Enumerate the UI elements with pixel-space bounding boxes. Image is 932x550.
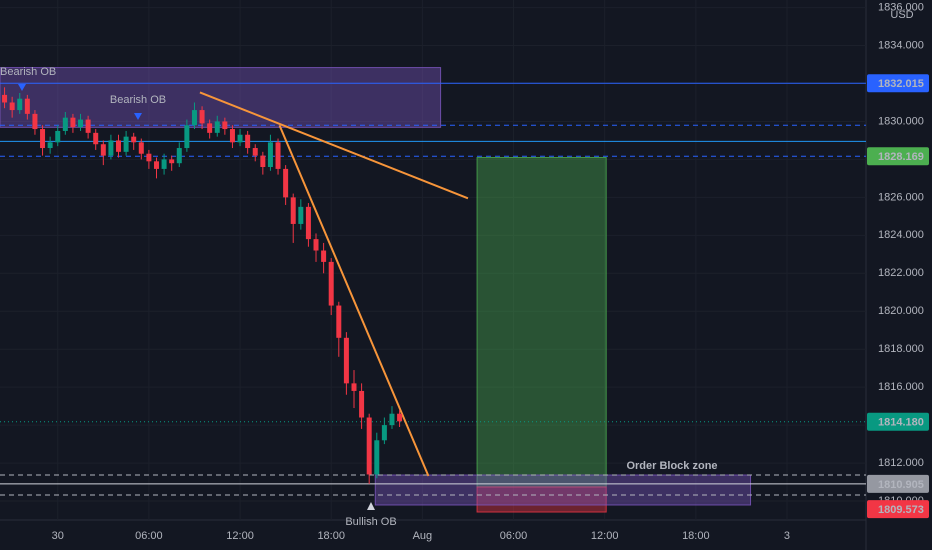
price-label: 1810.905 xyxy=(878,479,924,491)
x-tick-label: 30 xyxy=(52,530,64,542)
x-tick-label: 3 xyxy=(784,530,790,542)
candle-body xyxy=(108,140,114,156)
candle-body xyxy=(328,261,334,306)
candle-body xyxy=(374,440,380,475)
candle-body xyxy=(397,413,403,422)
candle-body xyxy=(9,102,15,111)
candle-body xyxy=(343,337,349,384)
candle-body xyxy=(245,134,251,149)
marker xyxy=(367,502,375,510)
candle-body xyxy=(313,239,319,251)
candle-body xyxy=(283,168,289,198)
y-tick-label: 1834.000 xyxy=(878,39,924,51)
y-tick-label: 1812.000 xyxy=(878,457,924,469)
candle-body xyxy=(199,110,205,124)
y-tick-label: 1822.000 xyxy=(878,267,924,279)
zone xyxy=(0,67,442,128)
candle-body xyxy=(275,142,281,169)
x-tick-label: 18:00 xyxy=(682,530,710,542)
y-tick-label: 1816.000 xyxy=(878,381,924,393)
candle-body xyxy=(321,250,327,262)
candle-body xyxy=(214,121,220,133)
price-label: 1814.180 xyxy=(878,417,924,429)
x-tick-label: 18:00 xyxy=(317,530,345,542)
price-label-box xyxy=(867,412,929,431)
x-tick-label: 12:00 xyxy=(591,530,619,542)
x-tick-label: Aug xyxy=(413,530,433,542)
candle-body xyxy=(305,206,311,240)
currency: USD xyxy=(890,9,913,21)
zone xyxy=(476,486,607,513)
candle-body xyxy=(85,119,91,133)
x-tick-label: 12:00 xyxy=(226,530,254,542)
candle-body xyxy=(252,148,258,156)
candle-body xyxy=(267,142,273,168)
candle-body xyxy=(32,113,38,130)
candle-body xyxy=(351,383,357,391)
annotation: Bullish OB xyxy=(345,516,396,528)
candle-body xyxy=(298,206,304,224)
candle-body xyxy=(153,161,159,169)
y-tick-label: 1818.000 xyxy=(878,343,924,355)
price-label-box xyxy=(867,74,929,93)
candle-body xyxy=(336,305,342,338)
candle-body xyxy=(146,153,152,162)
zone xyxy=(374,474,752,506)
x-tick-label: 06:00 xyxy=(135,530,163,542)
candle-body xyxy=(290,197,296,224)
y-tick-label: 1820.000 xyxy=(878,305,924,317)
y-tick-label: 1824.000 xyxy=(878,229,924,241)
candle-body xyxy=(78,119,84,128)
candle-body xyxy=(100,144,106,156)
candle-body xyxy=(55,130,61,143)
price-label-box xyxy=(867,500,929,519)
candle-body xyxy=(381,425,387,441)
trendline xyxy=(199,91,469,200)
zone xyxy=(476,157,607,488)
x-tick-label: 06:00 xyxy=(500,530,528,542)
candle-body xyxy=(123,136,129,152)
y-tick-label: 1830.000 xyxy=(878,115,924,127)
price-label: 1809.573 xyxy=(878,504,924,516)
marker xyxy=(18,84,26,91)
annotation: Bearish OB xyxy=(110,94,166,106)
candle-body xyxy=(131,136,137,143)
candle-body xyxy=(229,129,235,143)
annotation: Bearish OB xyxy=(0,66,56,78)
marker xyxy=(134,113,142,120)
candle-body xyxy=(62,117,68,131)
candle-body xyxy=(184,125,190,149)
candle-body xyxy=(260,155,266,168)
candle-body xyxy=(176,148,182,164)
candle-body xyxy=(17,98,23,111)
price-label: 1832.015 xyxy=(878,78,924,90)
candle-body xyxy=(169,159,175,164)
candle-body xyxy=(222,121,228,130)
annotation: Order Block zone xyxy=(626,460,717,472)
candle-body xyxy=(359,390,365,418)
price-label-box xyxy=(867,474,929,493)
candle-body xyxy=(207,123,213,133)
y-tick-label: 1826.000 xyxy=(878,191,924,203)
y-tick-label: 1836.000 xyxy=(878,1,924,13)
candle-body xyxy=(161,159,167,169)
candle-body xyxy=(116,140,122,152)
candle-body xyxy=(366,417,372,475)
candle-body xyxy=(93,132,99,145)
candle-body xyxy=(40,129,46,149)
price-label: 1828.169 xyxy=(878,151,924,163)
candle-body xyxy=(24,98,30,114)
candle-body xyxy=(2,94,8,103)
candle-body xyxy=(138,142,144,154)
candle-body xyxy=(237,134,243,143)
candle-body xyxy=(70,117,76,128)
candle-body xyxy=(47,142,53,149)
candle-body xyxy=(389,413,395,426)
trendline xyxy=(278,125,430,477)
candle-body xyxy=(191,110,197,126)
price-label-box xyxy=(867,147,929,166)
